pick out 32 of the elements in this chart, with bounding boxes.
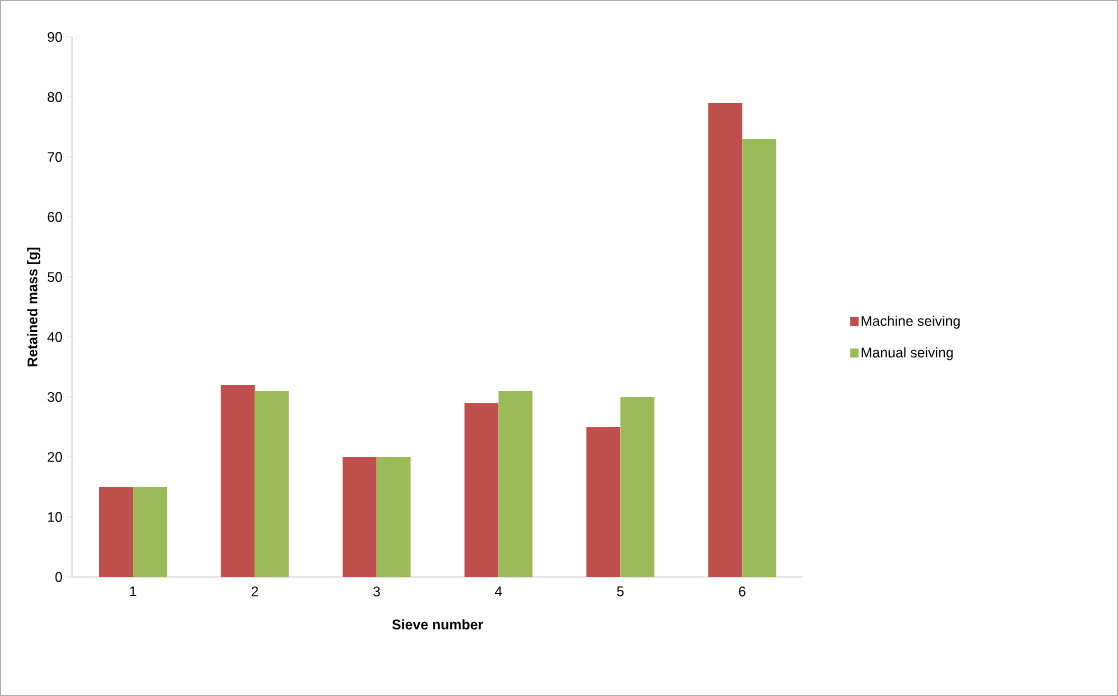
bar — [254, 391, 289, 577]
y-tick-label: 90 — [47, 32, 63, 42]
bar — [220, 385, 255, 577]
y-tick-label: 0 — [55, 572, 63, 582]
y-axis-title: Retained mass [g] — [27, 247, 41, 367]
bar — [708, 103, 743, 577]
bar — [742, 139, 777, 577]
y-tick-label: 10 — [48, 512, 63, 522]
x-tick-label: 1 — [130, 586, 137, 597]
y-tick-label: 70 — [47, 152, 63, 162]
bar — [376, 457, 411, 577]
y-tick-label: 20 — [47, 452, 63, 462]
x-tick-label: 5 — [617, 586, 624, 597]
x-tick-label: 2 — [251, 586, 259, 597]
x-tick-label: 4 — [494, 586, 502, 597]
y-tick-label: 40 — [47, 332, 63, 342]
x-tick-label: 3 — [373, 586, 380, 597]
x-tick-label: 6 — [739, 586, 746, 597]
bar — [586, 427, 621, 577]
bar — [620, 397, 655, 577]
bar — [464, 403, 499, 577]
y-tick-label: 30 — [47, 392, 63, 402]
bar — [99, 487, 133, 577]
y-tick-label: 80 — [47, 92, 63, 102]
legend-label: Machine seiving — [861, 315, 960, 329]
x-axis-title: Sieve number — [392, 619, 484, 630]
bar — [342, 457, 377, 577]
bar — [498, 391, 533, 577]
y-tick-label: 60 — [47, 212, 63, 222]
y-tick-label: 50 — [47, 272, 63, 282]
legend-label: Manual seiving — [861, 347, 953, 361]
bar — [133, 487, 167, 577]
